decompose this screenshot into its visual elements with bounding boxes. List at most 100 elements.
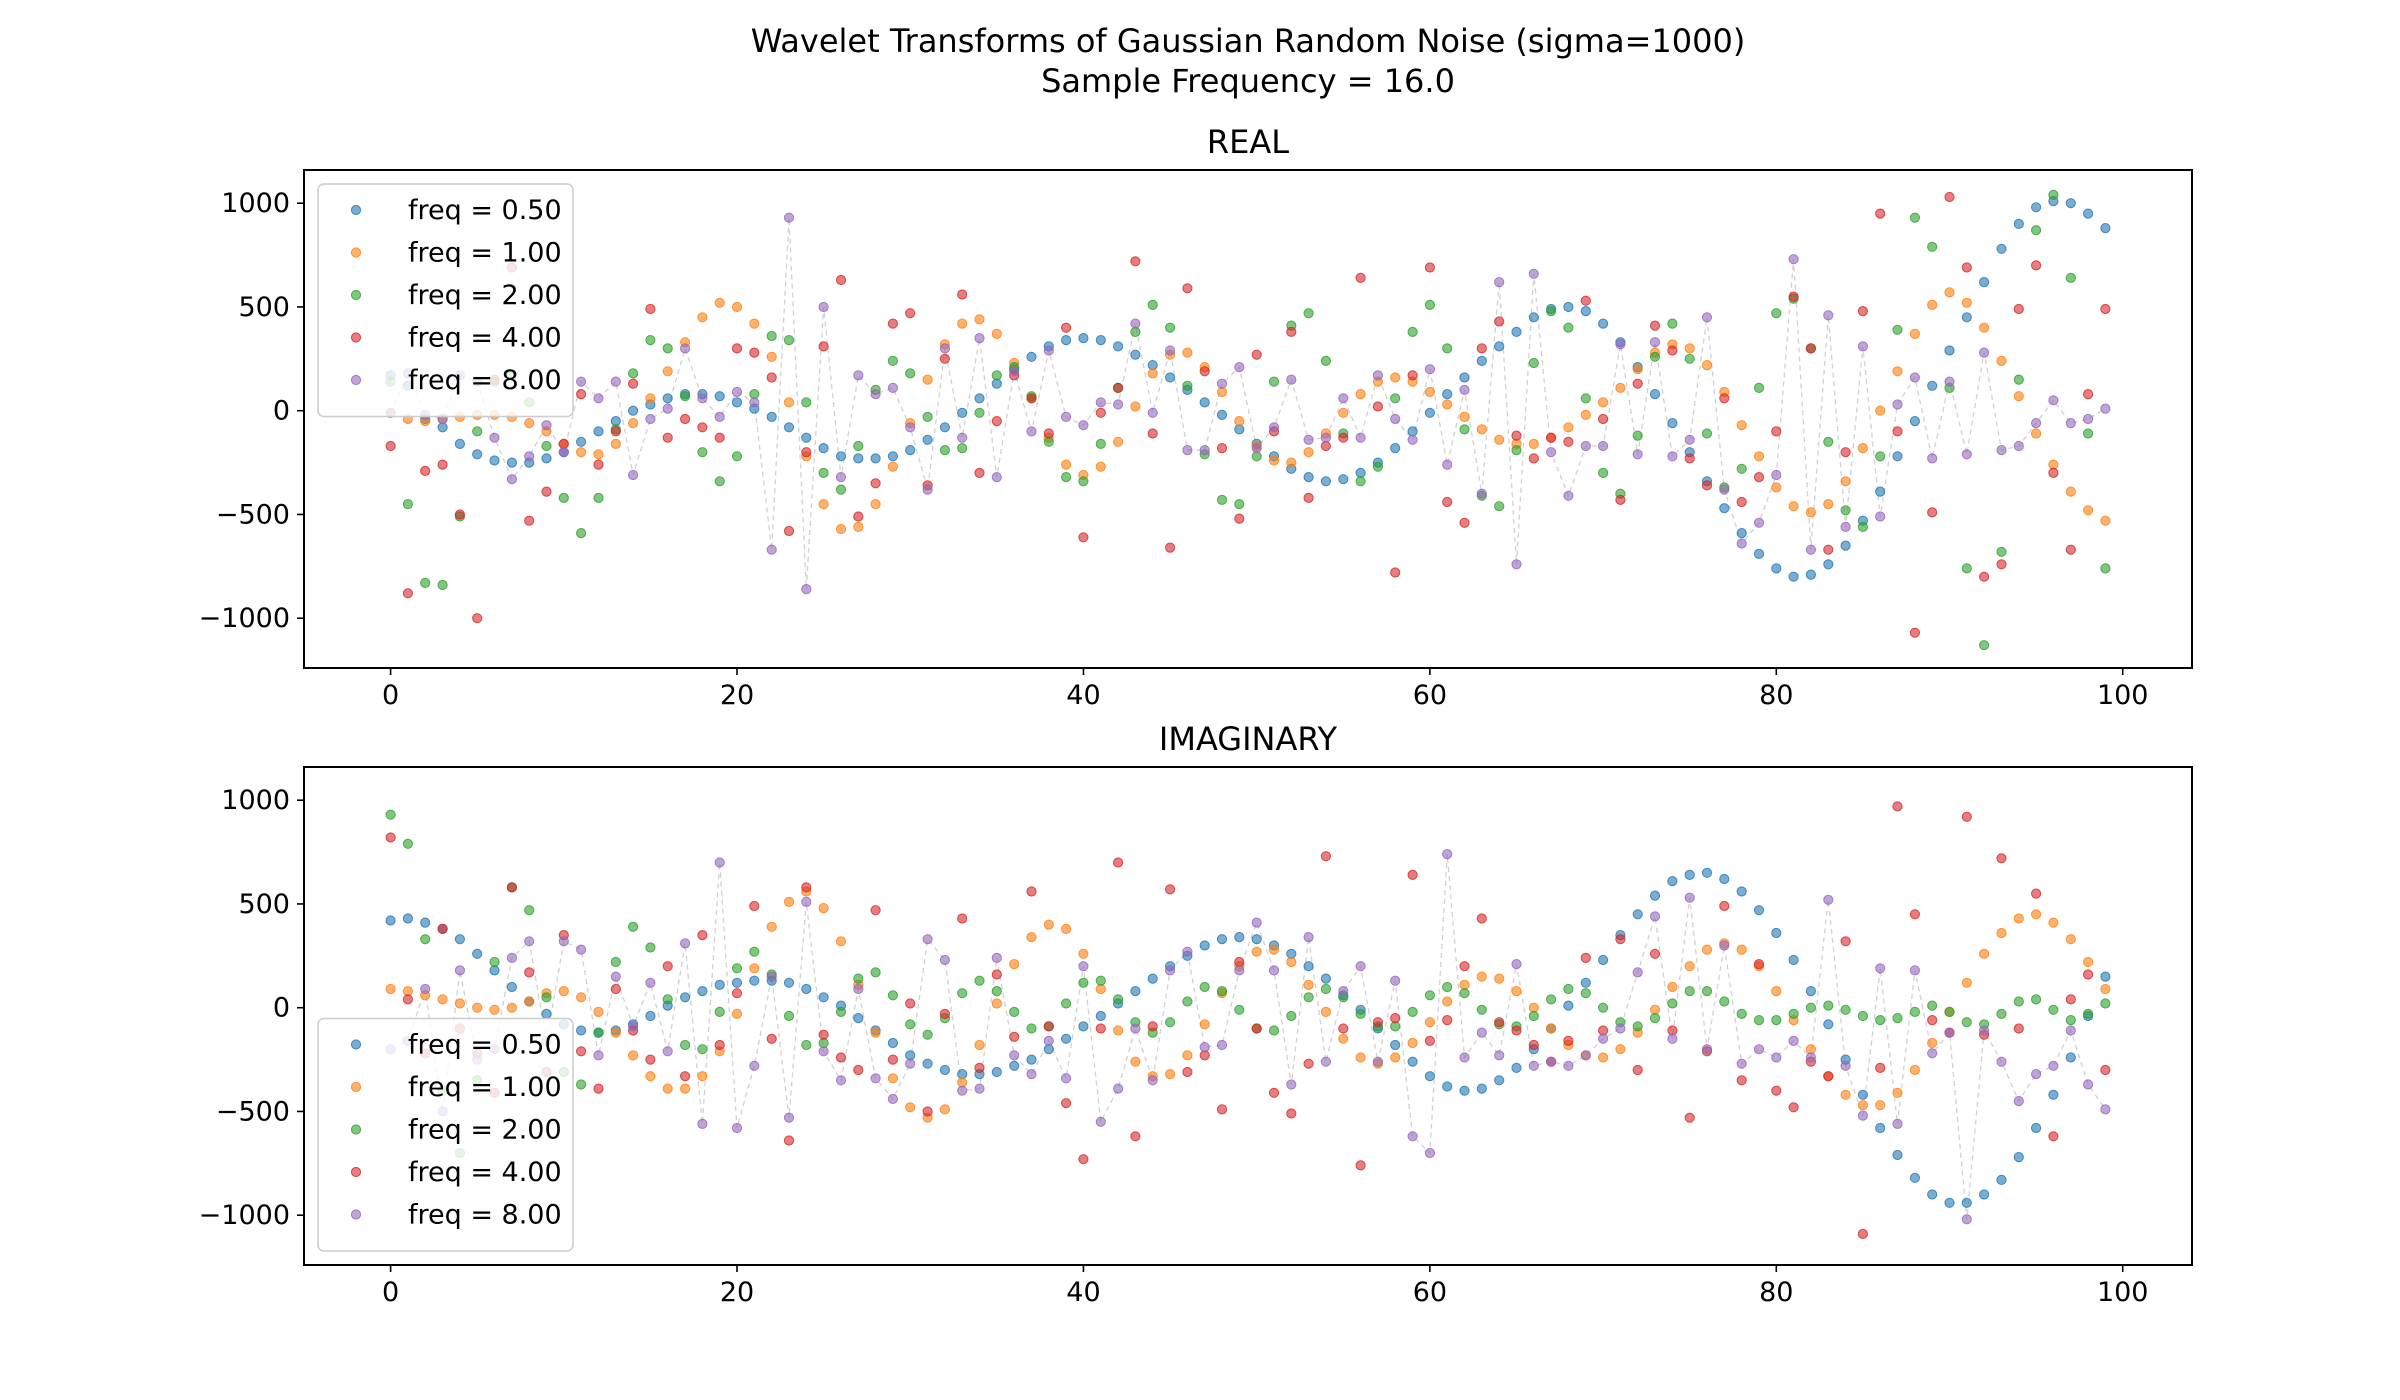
imaginary-point (1320, 1006, 1332, 1018)
imaginary-point (1268, 965, 1280, 976)
imaginary-point (2083, 956, 2094, 968)
real-point (1113, 341, 1124, 352)
real-point (628, 378, 639, 389)
real-point (1528, 438, 1539, 449)
imaginary-point (749, 900, 760, 912)
imaginary-point (1442, 849, 1453, 860)
real-point (2065, 418, 2076, 429)
imaginary-point (1753, 905, 1765, 916)
real-point (835, 523, 847, 535)
real-legend-marker (350, 247, 362, 258)
imaginary-point (506, 882, 517, 893)
imaginary-point (1182, 996, 1193, 1007)
real-point (766, 411, 777, 422)
real-point (2013, 303, 2024, 315)
real-point (1407, 370, 1418, 381)
real-point (1424, 262, 1436, 273)
real-point (2031, 260, 2042, 271)
real-point (1165, 345, 1176, 356)
imaginary-point (1598, 1002, 1609, 1013)
imaginary-point (1442, 1015, 1453, 1026)
real-point (2065, 486, 2076, 497)
imaginary-point (887, 1037, 899, 1049)
imaginary-point (1511, 1062, 1522, 1074)
imaginary-point (1580, 1050, 1591, 1061)
real-point (1407, 426, 1418, 437)
imaginary-point (1927, 1000, 1938, 1011)
real-point (1840, 476, 1851, 487)
imaginary-point (1598, 954, 1609, 966)
real-point (835, 451, 847, 462)
imaginary-point (1649, 948, 1661, 959)
imaginary-legend-marker (350, 1166, 362, 1178)
imaginary-point (593, 1006, 604, 1018)
imaginary-point (957, 988, 968, 999)
imaginary-point (1840, 1060, 1851, 1071)
real-point (454, 438, 465, 449)
real-point (1563, 490, 1574, 501)
real-point (697, 447, 708, 458)
real-point (1944, 345, 1955, 356)
real-point (1199, 445, 1210, 456)
imaginary-point (818, 1029, 829, 1040)
imaginary-point (1528, 1060, 1539, 1071)
real-point (1684, 343, 1695, 354)
real-point (870, 389, 881, 400)
imaginary-point (697, 986, 708, 997)
imaginary-legend-label: freq = 0.50 (408, 1030, 562, 1061)
real-point (662, 366, 673, 377)
imaginary-point (1338, 1023, 1349, 1034)
real-point (1147, 428, 1158, 439)
real-point (1840, 540, 1851, 551)
imaginary-point (957, 913, 968, 924)
imaginary-point (1701, 986, 1713, 997)
real-point (645, 335, 656, 346)
imaginary-point (1009, 1050, 1020, 1061)
real-point (835, 274, 847, 286)
imaginary-point (2083, 1008, 2094, 1020)
real-point (1147, 407, 1158, 418)
real-point (1216, 494, 1228, 505)
imaginary-panel: IMAGINARY 0 20 40 60 80 10010005000−500−1000 … (199, 720, 2193, 1308)
imaginary-point (1875, 963, 1886, 974)
imaginary-point (1390, 1052, 1401, 1063)
real-point (1268, 455, 1280, 466)
imaginary-point (1009, 959, 1020, 970)
real-point (2031, 225, 2042, 236)
imaginary-point (1009, 1060, 1020, 1071)
real-point (1996, 243, 2007, 254)
real-point (1875, 486, 1886, 497)
real-point (2048, 467, 2059, 478)
real-point (2031, 428, 2042, 439)
imaginary-point (2048, 1060, 2059, 1071)
imaginary-point (1684, 986, 1695, 997)
real-point (1494, 316, 1505, 327)
real-point (991, 416, 1002, 427)
imaginary-point (939, 954, 951, 966)
imaginary-point (1823, 1000, 1834, 1011)
imaginary-point (1268, 1025, 1280, 1036)
real-point (991, 472, 1002, 483)
imaginary-point (1788, 1035, 1799, 1047)
imaginary-point (1147, 973, 1158, 984)
imaginary-point (974, 975, 985, 986)
imaginary-point (610, 971, 621, 982)
imaginary-point (1303, 932, 1314, 943)
real-point (1615, 339, 1626, 350)
imaginary-y-tick-label: 500 (238, 889, 290, 920)
real-point (818, 499, 829, 510)
real-point (1476, 424, 1487, 435)
imaginary-point (2013, 1023, 2024, 1034)
real-point (1511, 326, 1522, 337)
imaginary-point (870, 905, 881, 916)
real-point (766, 351, 777, 362)
imaginary-point (1216, 1039, 1228, 1051)
imaginary-point (2065, 1052, 2076, 1063)
imaginary-point (1823, 1019, 1834, 1030)
real-point (1130, 318, 1141, 329)
real-point (749, 347, 760, 358)
real-y-tick-label: 500 (238, 292, 290, 323)
imaginary-point (1684, 892, 1695, 903)
real-point (645, 303, 656, 315)
imaginary-point (1026, 932, 1037, 943)
